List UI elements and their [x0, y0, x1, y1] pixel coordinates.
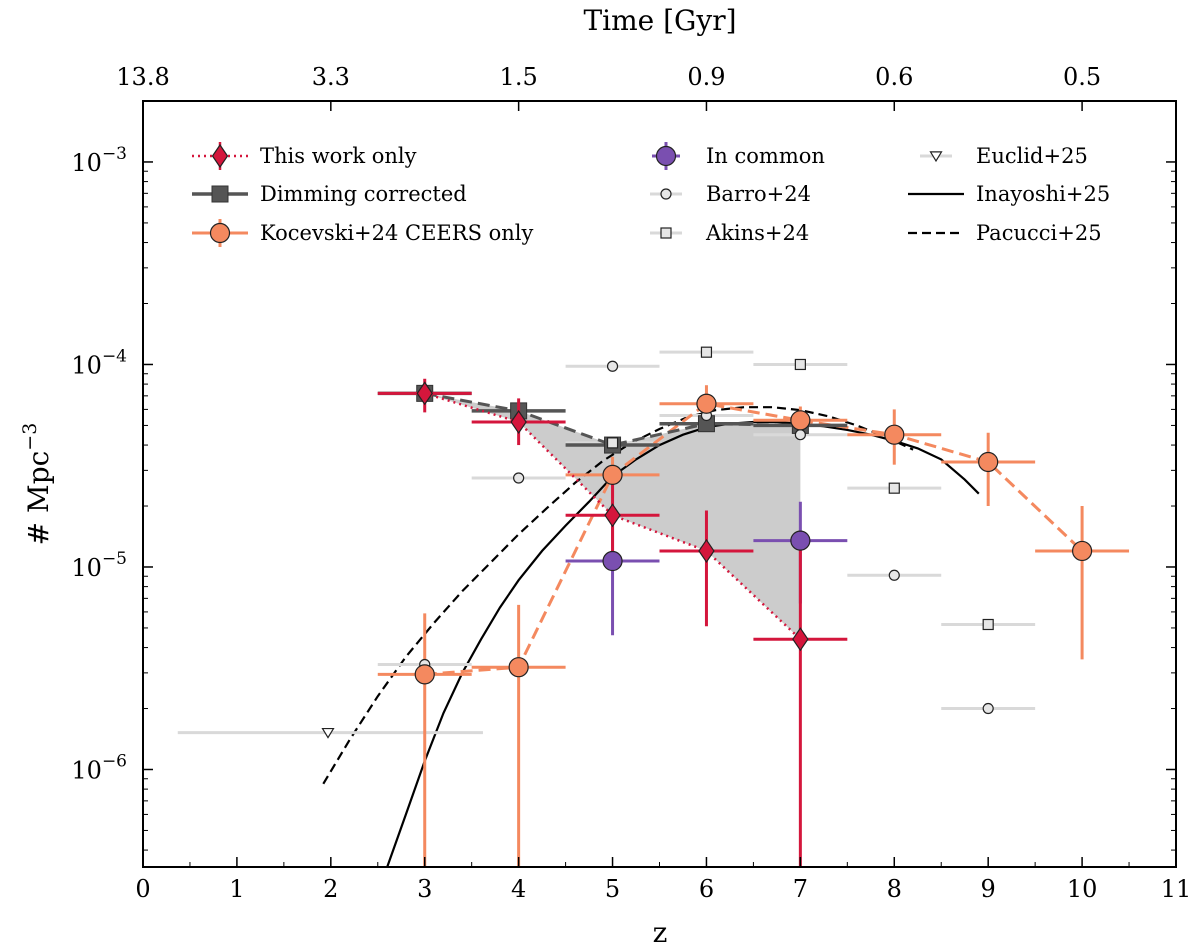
legend-akins-marker — [660, 227, 672, 239]
kocevski-marker — [508, 657, 529, 678]
euclid-marker — [321, 727, 335, 739]
shaded-region — [424, 393, 801, 640]
legend-label-kocevski: Kocevski+24 CEERS only — [260, 221, 534, 245]
barro-marker — [513, 472, 525, 484]
barro-marker — [794, 429, 806, 441]
this-work-marker — [604, 503, 621, 528]
kocevski-marker — [1071, 540, 1093, 562]
y-tick-label: 10−6 — [71, 751, 127, 784]
akins-marker — [700, 346, 713, 358]
kocevski-marker — [884, 424, 905, 445]
x-tick-label: 11 — [1161, 875, 1192, 903]
shaded-region-layer — [424, 393, 801, 640]
legend-label-akins: Akins+24 — [705, 221, 809, 245]
legend: This work only Dimming corrected Kocevski+… — [192, 142, 1110, 247]
axes-layer: 0 1 2 3 4 5 6 7 8 9 10 11 13.8 3.3 1.5 0.9 0.6 0.5 10−6 10−… — [71, 63, 1191, 903]
legend-label-dimming: Dimming corrected — [260, 182, 467, 206]
top-tick-label: 0.6 — [875, 63, 913, 91]
legend-common-marker — [655, 145, 677, 167]
y-tick-label: 10−3 — [71, 144, 127, 177]
y-axis-title-main: # Mpc — [22, 451, 55, 546]
x-tick-label: 5 — [605, 875, 620, 903]
this-work-marker — [698, 538, 715, 564]
barro-marker — [606, 360, 619, 372]
legend-euclid-marker — [929, 151, 943, 163]
x-tick-label: 4 — [511, 875, 526, 903]
akins-marker — [606, 437, 619, 449]
top-axis-title: Time [Gyr] — [583, 4, 736, 37]
top-tick-label: 13.8 — [116, 63, 169, 91]
x-tick-label: 7 — [793, 875, 808, 903]
top-tick-label: 3.3 — [312, 63, 350, 91]
kocevski-marker — [790, 410, 811, 431]
y-axis-title-exp: −3 — [19, 423, 41, 451]
kocevski-line — [424, 402, 1084, 676]
y-axis-title: # Mpc−3 — [19, 423, 55, 546]
top-tick-label: 1.5 — [500, 63, 538, 91]
akins-marker — [982, 618, 994, 631]
legend-label-common: In common — [706, 144, 825, 168]
barro-marker — [982, 702, 994, 715]
legend-label-pacucci: Pacucci+25 — [976, 221, 1102, 245]
kocevski-marker — [602, 464, 623, 485]
x-tick-label: 9 — [981, 875, 996, 903]
legend-label-inayoshi: Inayoshi+25 — [976, 182, 1110, 206]
akins-marker — [794, 358, 806, 371]
akins-marker — [888, 482, 900, 494]
pacucci-curve — [322, 406, 914, 785]
x-tick-label: 2 — [323, 875, 338, 903]
x-tick-label: 6 — [699, 875, 714, 903]
this-work-marker — [510, 409, 527, 435]
inayoshi-curve — [386, 420, 980, 868]
y-tick-label: 10−4 — [71, 346, 127, 379]
top-tick-label: 0.9 — [687, 63, 725, 91]
common-marker — [790, 530, 811, 551]
this-work-marker — [792, 627, 809, 652]
data-series-layer — [177, 346, 1130, 867]
barro-marker — [888, 569, 900, 581]
kocevski-marker — [696, 393, 717, 414]
kocevski-marker — [414, 664, 435, 685]
model-curves-layer — [322, 406, 980, 868]
kocevski-marker — [978, 451, 999, 473]
legend-dimming-marker — [211, 185, 229, 203]
common-marker — [602, 550, 623, 572]
this-work-line — [424, 392, 802, 641]
x-tick-label: 10 — [1067, 875, 1098, 903]
dimming-line — [424, 391, 801, 447]
top-tick-label: 0.5 — [1063, 63, 1101, 91]
this-work-marker — [416, 381, 433, 406]
legend-label-this-work: This work only — [260, 144, 417, 168]
legend-this-work-marker — [211, 143, 229, 169]
x-axis-title: z — [653, 916, 668, 948]
y-tick-label: 10−5 — [71, 549, 127, 582]
x-tick-label: 1 — [229, 875, 244, 903]
x-tick-label: 3 — [417, 875, 432, 903]
legend-label-barro: Barro+24 — [706, 182, 811, 206]
x-tick-label: 0 — [135, 875, 150, 903]
legend-label-euclid: Euclid+25 — [976, 144, 1088, 168]
legend-barro-marker — [660, 188, 672, 200]
legend-kocevski-marker — [209, 222, 231, 244]
x-tick-label: 8 — [887, 875, 902, 903]
